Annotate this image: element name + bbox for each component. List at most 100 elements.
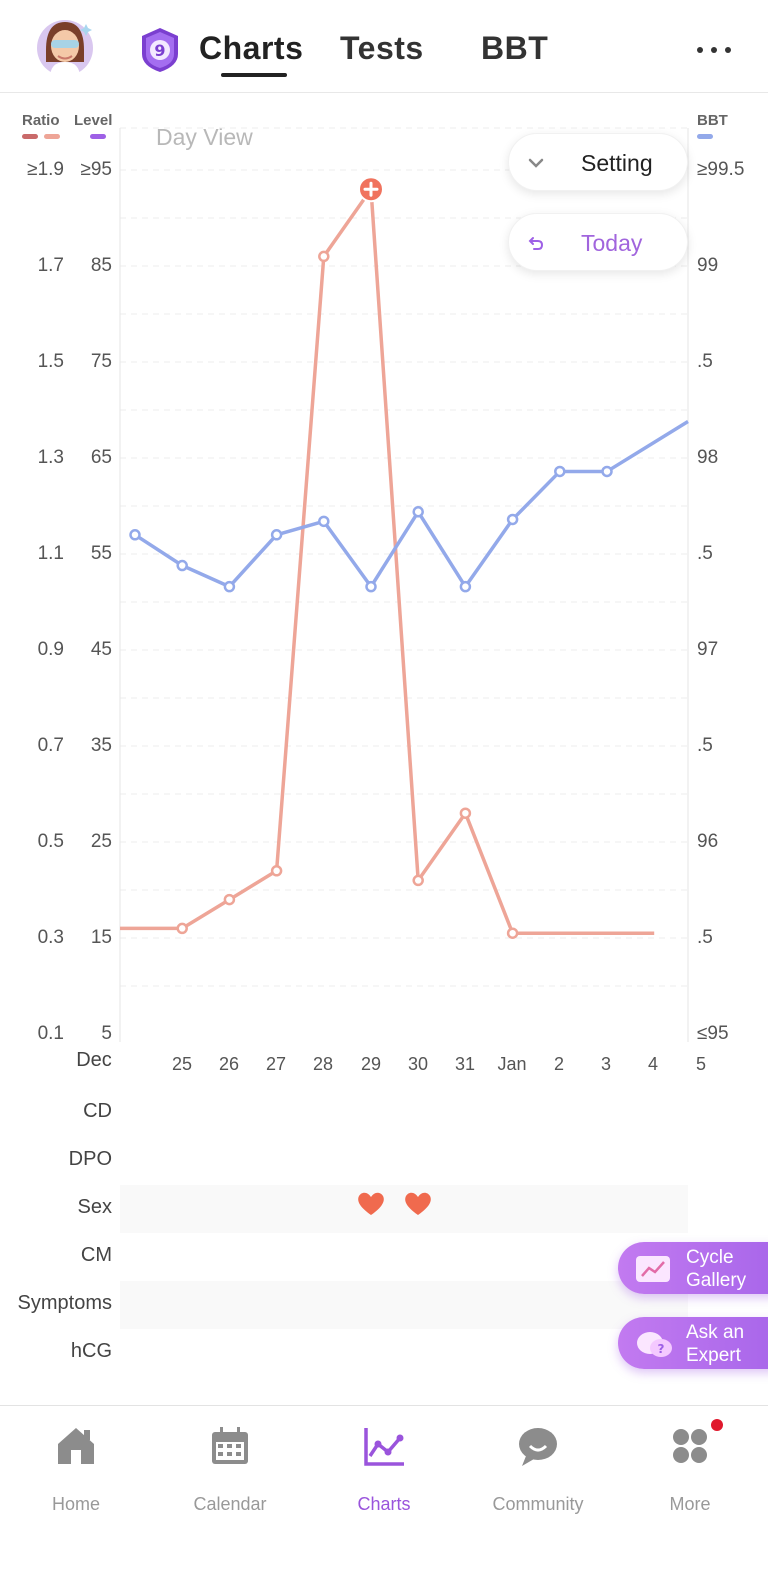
chat-question-icon: ? [637,1332,672,1357]
sex-row-band [120,1185,688,1233]
more-grid-icon [673,1429,707,1463]
more-options-icon[interactable] [694,40,734,60]
nav-community[interactable]: Community [478,1424,598,1524]
today-label: Today [581,230,643,256]
ratio-axis-label: 0.5 [37,831,64,852]
bbt-series-line [134,420,689,589]
x-tick-label: 3 [600,1054,611,1074]
bbt-point[interactable] [223,580,236,593]
hormone-bbt-chart [119,127,689,1042]
ratio-point[interactable] [318,250,330,263]
ask-expert-button[interactable]: ? Ask an Expert [618,1317,768,1369]
row-label-cm: CM [80,1244,112,1266]
x-tick-label: 25 [171,1054,193,1074]
tab-charts[interactable]: Charts [199,30,304,66]
ratio-axis-label: 0.1 [37,1023,64,1044]
bbt-point[interactable] [365,580,377,593]
legend-ratio-label: Ratio [22,112,60,129]
x-tick-label: 26 [218,1054,240,1074]
ratio-axis-label: 1.1 [37,543,64,564]
chevron-down-icon [528,158,544,168]
ratio-point[interactable] [459,807,472,819]
level-axis-label: 35 [90,735,112,756]
tab-bbt[interactable]: BBT [481,30,549,66]
x-tick-label: 27 [265,1054,287,1074]
bbt-point[interactable] [412,506,424,518]
row-label-dpo: DPO [68,1148,112,1170]
setting-button[interactable]: Setting [508,133,688,191]
bbt-point[interactable] [459,580,472,593]
row-label-sex: Sex [77,1196,112,1218]
bbt-point[interactable] [176,559,188,572]
day-view-label: Day View [156,124,253,150]
bbt-axis-label: .5 [697,927,713,948]
ratio-point[interactable] [176,922,188,935]
bbt-point[interactable] [554,465,566,478]
x-tick-label: 4 [647,1054,658,1074]
bbt-point[interactable] [270,529,283,541]
today-button[interactable]: Today [508,213,688,271]
top-header: 9 Charts Tests BBT [0,0,768,93]
nav-calendar-label: Calendar [193,1494,267,1514]
ratio-axis-label: 1.5 [37,351,64,372]
level-badge-icon[interactable]: 9 [138,26,182,74]
x-tick-label: 29 [360,1054,382,1074]
svg-text:?: ? [658,1342,665,1356]
level-axis-label: 25 [90,831,112,852]
user-avatar[interactable] [36,16,94,78]
heart-icon[interactable] [356,1191,386,1217]
row-label-symptoms: Symptoms [17,1292,112,1314]
active-tab-underline [221,73,287,77]
row-label-hcg: hCG [70,1340,112,1362]
nav-charts[interactable]: Charts [324,1424,444,1524]
nav-charts-label: Charts [357,1494,411,1514]
notification-dot-icon [711,1419,723,1431]
ratio-axis-label: 0.7 [37,735,64,756]
ratio-axis-label: 0.3 [37,927,64,948]
charts-icon [364,1428,404,1466]
ratio-point[interactable] [506,927,519,939]
level-axis-label: 75 [90,351,112,372]
level-axis-label: 45 [90,639,112,660]
bottom-navigation: Home Calendar Charts Community [0,1405,768,1569]
nav-home[interactable]: Home [16,1424,136,1524]
cycle-gallery-button[interactable]: Cycle Gallery [618,1242,768,1294]
bbt-point[interactable] [601,465,613,478]
tab-tests[interactable]: Tests [340,30,424,66]
community-icon [519,1428,557,1466]
heart-icon[interactable] [403,1191,433,1217]
ratio-point[interactable] [223,893,236,906]
ratio-point[interactable] [412,874,424,887]
bbt-axis-label: 97 [697,639,719,660]
level-axis-label: ≥95 [80,159,112,180]
nav-calendar[interactable]: Calendar [170,1424,290,1524]
legend-bbt-swatch [697,134,713,139]
cycle-gallery-line2: Gallery [686,1270,747,1291]
badge-number: 9 [154,41,165,60]
peak-plus-icon [363,181,379,197]
x-tick-label: 31 [454,1054,476,1074]
bbt-point[interactable] [129,529,141,541]
ratio-point[interactable] [270,865,283,877]
nav-more[interactable]: More [630,1419,750,1524]
level-axis-label: 85 [90,255,112,276]
row-label-cd: CD [83,1100,112,1122]
bbt-point[interactable] [506,513,519,526]
bbt-point[interactable] [318,515,330,528]
home-icon [58,1428,94,1464]
bbt-axis-label: ≤95 [697,1023,729,1044]
legend-ratio-swatch-dark [22,134,38,139]
nav-more-label: More [669,1494,711,1514]
level-axis-label: 65 [90,447,112,468]
cycle-gallery-line1: Cycle [686,1247,734,1268]
bbt-axis-label: 99 [697,255,719,276]
nav-home-label: Home [51,1494,100,1514]
ratio-axis-label: 0.9 [37,639,64,660]
bbt-axis-label: .5 [697,351,713,372]
ratio-axis-label: ≥1.9 [27,159,64,180]
x-tick-label: 28 [312,1054,334,1074]
nav-community-label: Community [492,1494,584,1514]
symptoms-row-band [120,1281,688,1329]
ask-expert-line1: Ask an [686,1322,745,1343]
x-tick-label: 30 [407,1054,429,1074]
